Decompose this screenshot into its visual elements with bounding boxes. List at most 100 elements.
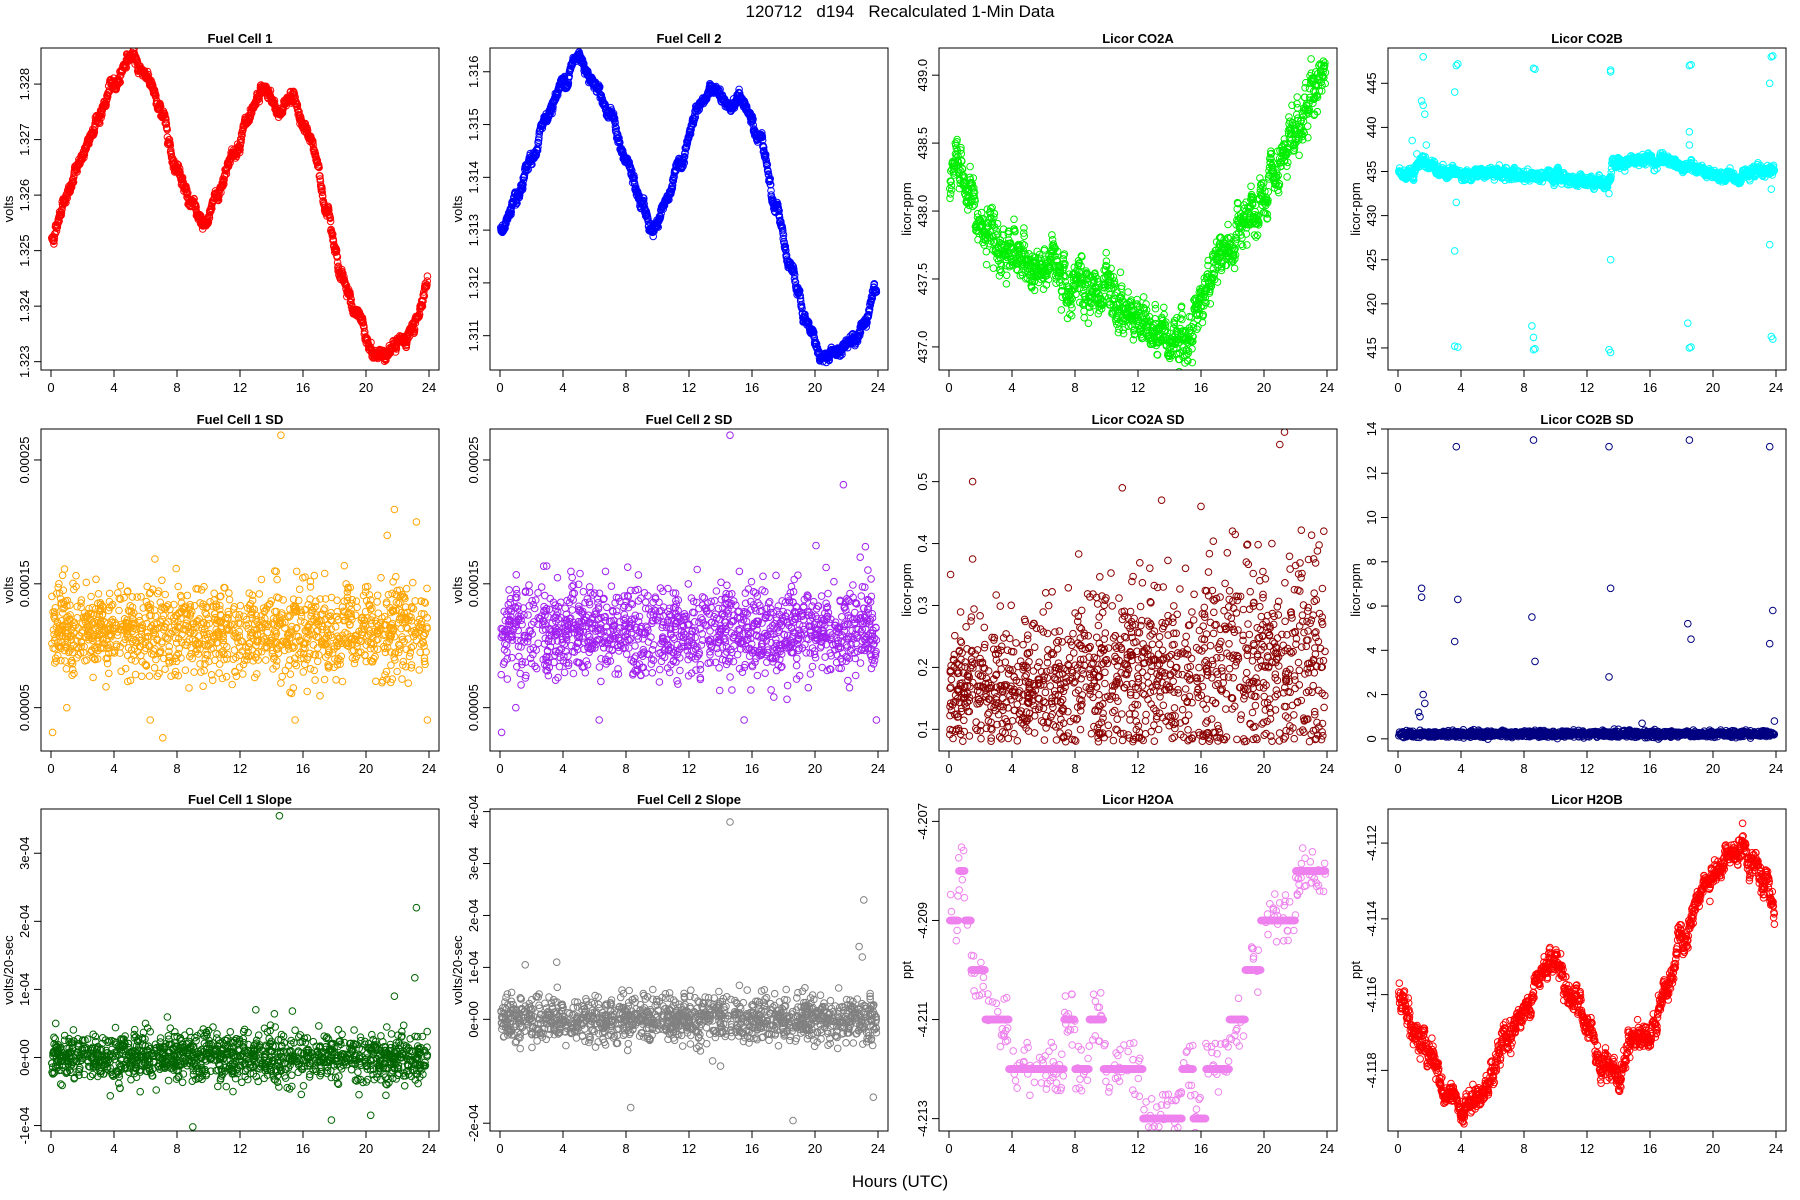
- x-tick-label: 20: [359, 380, 373, 395]
- data-point: [1080, 313, 1088, 322]
- data-point: [293, 100, 302, 109]
- y-axis-label: volts: [450, 195, 465, 222]
- data-point: [1275, 180, 1284, 188]
- data-point: [1238, 234, 1246, 242]
- chart-title: Licor CO2A: [1102, 31, 1174, 46]
- data-point: [165, 135, 174, 144]
- data-point: [1020, 232, 1028, 240]
- data-point: [1057, 306, 1066, 314]
- data-point: [1078, 252, 1086, 261]
- data-point: [1030, 286, 1039, 295]
- data-point: [1178, 315, 1186, 324]
- data-point: [1213, 278, 1222, 286]
- data-point: [420, 292, 429, 300]
- data-point: [1020, 241, 1029, 249]
- data-point: [266, 86, 275, 95]
- data-point: [1139, 293, 1148, 301]
- data-point: [270, 96, 279, 105]
- data-point: [1311, 93, 1319, 102]
- data-point: [1224, 220, 1232, 229]
- data-point: [313, 159, 322, 167]
- data-point: [1072, 290, 1080, 299]
- data-point: [162, 115, 170, 124]
- data-point: [1213, 257, 1222, 266]
- data-point: [57, 211, 66, 219]
- data-point: [970, 201, 979, 209]
- plot-frame: [938, 47, 1338, 371]
- data-point: [778, 226, 787, 235]
- data-point: [1274, 171, 1282, 180]
- data-point: [1110, 277, 1119, 286]
- data-point: [1255, 218, 1263, 227]
- data-point: [1052, 279, 1060, 288]
- data-point: [1160, 310, 1168, 319]
- series-points: [1395, 52, 1779, 357]
- data-point: [410, 324, 418, 333]
- chart-title: Fuel Cell 1: [207, 31, 272, 46]
- data-point: [1183, 346, 1191, 354]
- data-point: [347, 298, 355, 306]
- data-point: [649, 232, 658, 241]
- data-point: [1299, 127, 1307, 136]
- data-point: [641, 206, 650, 214]
- data-point: [1165, 373, 1172, 380]
- data-point: [1124, 288, 1132, 296]
- x-tick-label: 20: [808, 380, 822, 395]
- data-point: [518, 184, 527, 192]
- data-point: [1102, 248, 1110, 257]
- data-point: [947, 181, 956, 190]
- data-point: [1238, 242, 1247, 250]
- data-point: [781, 242, 790, 251]
- y-tick-label: 1.313: [466, 214, 481, 247]
- data-point: [1163, 328, 1172, 337]
- data-point: [1086, 308, 1094, 317]
- data-point: [1002, 271, 1011, 280]
- x-tick-label: 4: [559, 380, 566, 395]
- data-point: [314, 161, 323, 169]
- y-axis-label: licor-ppm: [899, 182, 914, 235]
- data-point: [347, 295, 356, 304]
- data-point: [796, 291, 805, 300]
- data-point: [1006, 242, 1015, 251]
- x-tick-label: 0: [47, 380, 54, 395]
- data-point: [1206, 300, 1215, 308]
- data-point: [810, 328, 818, 337]
- y-tick-label: 1.316: [466, 55, 481, 88]
- data-point: [1059, 251, 1068, 260]
- data-point: [997, 261, 1006, 270]
- data-point: [999, 231, 1008, 239]
- data-point: [1189, 337, 1197, 346]
- data-point: [1176, 314, 1185, 323]
- data-point: [318, 188, 327, 197]
- data-point: [775, 213, 784, 222]
- data-point: [1115, 298, 1124, 307]
- data-point: [1410, 172, 1418, 180]
- data-point: [990, 209, 999, 218]
- data-point: [988, 221, 997, 229]
- x-tick-label: 16: [745, 380, 759, 395]
- data-point: [1232, 235, 1241, 243]
- data-point: [1264, 196, 1272, 205]
- data-point: [862, 323, 871, 331]
- y-tick-label: 1.326: [17, 179, 32, 212]
- data-point: [1011, 227, 1019, 236]
- data-point: [326, 214, 335, 222]
- x-tick-label: 24: [422, 380, 436, 395]
- data-point: [968, 180, 977, 188]
- data-point: [615, 134, 623, 142]
- data-point: [812, 339, 821, 348]
- data-point: [1294, 116, 1302, 125]
- data-point: [1225, 234, 1233, 243]
- data-point: [1107, 264, 1115, 273]
- data-point: [1264, 188, 1273, 196]
- data-point: [758, 133, 767, 141]
- y-tick-label: 1.324: [17, 290, 32, 323]
- data-point: [611, 118, 619, 127]
- data-point: [1082, 282, 1090, 291]
- data-point: [316, 177, 325, 185]
- data-point: [1293, 104, 1302, 112]
- data-point: [1290, 144, 1299, 152]
- data-point: [535, 130, 544, 138]
